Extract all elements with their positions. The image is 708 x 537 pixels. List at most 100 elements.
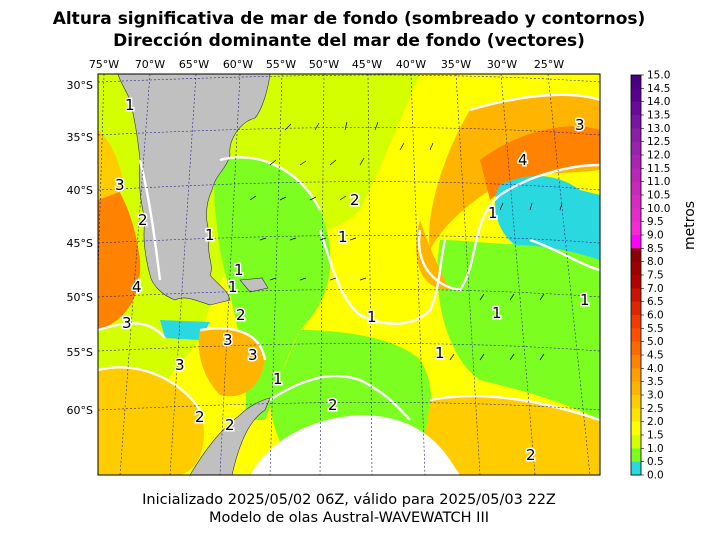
contour-label: 1 — [367, 308, 377, 326]
colorbar-segment — [631, 448, 641, 463]
colorbar-segment — [631, 328, 641, 343]
colorbar-segment — [631, 195, 641, 209]
colorbar-segment — [631, 128, 641, 143]
contour-labels: 1 1 2 2 3 3 4 4 1 1 2 3 3 1 1 1 1 1 1 1 … — [114, 95, 592, 466]
contour-label: 2 — [236, 306, 246, 324]
contour-label: 4 — [132, 278, 142, 296]
contour-label: 1 — [125, 96, 135, 114]
colorbar-tick-labels: 15.014.514.0 13.513.012.5 12.011.511.0 10.5… — [641, 70, 670, 482]
map-plot-area: 1 1 2 2 3 3 4 4 1 1 2 3 3 1 1 1 1 1 1 1 … — [98, 74, 600, 475]
lat-label: 50°S — [67, 291, 93, 304]
map-title-line2: Dirección dominante del mar de fondo (ve… — [113, 31, 585, 51]
colorbar-tick-label: 0.0 — [647, 470, 664, 482]
contour-label: 2 — [195, 408, 205, 426]
lon-label: 25°W — [534, 58, 564, 71]
colorbar-segment — [631, 355, 641, 369]
swell-region-southeast — [420, 396, 600, 475]
lat-label: 35°S — [67, 131, 93, 144]
colorbar-segment — [631, 341, 641, 356]
colorbar — [631, 75, 641, 476]
colorbar-tick-label: 4.5 — [647, 350, 664, 362]
swell-region-west-chile — [98, 170, 141, 330]
swell-region-southwest — [98, 367, 204, 475]
swell-region-drake — [198, 328, 265, 397]
lon-label: 55°W — [266, 58, 296, 71]
colorbar-segment — [631, 168, 641, 183]
colorbar-segment — [631, 408, 641, 423]
contour-label: 3 — [122, 314, 132, 332]
colorbar-tick-label: 0.5 — [647, 456, 664, 468]
graticule — [98, 74, 600, 475]
colorbar-segment — [631, 421, 641, 436]
contour-label: 2 — [350, 191, 360, 209]
colorbar-tick-label: 8.0 — [647, 256, 664, 268]
colorbar-tick-label: 9.0 — [647, 230, 664, 242]
colorbar-tick-label: 1.0 — [647, 443, 664, 455]
colorbar-segment — [631, 155, 641, 169]
swell-region-3m-west — [416, 220, 450, 290]
colorbar-segment — [631, 75, 641, 89]
colorbar-segment — [631, 288, 641, 303]
colorbar-tick-label: 14.0 — [647, 96, 670, 108]
lon-label: 35°W — [441, 58, 471, 71]
footer-model-name: Modelo de olas Austral-WAVEWATCH III — [209, 510, 489, 526]
colorbar-segment — [631, 301, 641, 316]
swell-region-east-green — [437, 240, 600, 420]
contour-label: 1 — [488, 204, 498, 222]
colorbar-segment — [631, 235, 641, 249]
longitude-labels: 75°W 70°W 65°W 60°W 55°W 50°W 45°W 40°W … — [89, 58, 564, 71]
colorbar-tick-label: 7.0 — [647, 283, 664, 295]
contour-label: 1 — [205, 226, 215, 244]
colorbar-segment — [631, 248, 641, 263]
colorbar-units-label: metros — [682, 200, 698, 250]
contour-lines — [98, 93, 600, 422]
colorbar-tick-label: 6.5 — [647, 296, 664, 308]
colorbar-segment — [631, 275, 641, 289]
contour-label: 3 — [115, 176, 125, 194]
colorbar-tick-label: 15.0 — [647, 70, 670, 82]
lon-label: 30°W — [487, 58, 517, 71]
lon-label: 65°W — [179, 58, 209, 71]
lon-label: 75°W — [89, 58, 119, 71]
lat-label: 60°S — [67, 404, 93, 417]
colorbar-tick-label: 7.5 — [647, 270, 664, 282]
colorbar-tick-label: 11.0 — [647, 176, 670, 188]
colorbar-segment — [631, 435, 641, 449]
colorbar-tick-label: 3.0 — [647, 390, 664, 402]
sea-ice-area — [250, 415, 460, 475]
colorbar-tick-label: 10.0 — [647, 203, 670, 215]
contour-label: 1 — [580, 291, 590, 309]
contour-label: 3 — [248, 346, 258, 364]
lat-label: 40°S — [67, 184, 93, 197]
lat-label: 55°S — [67, 346, 93, 359]
contour-label: 3 — [175, 356, 185, 374]
colorbar-segment — [631, 88, 641, 103]
contour-label: 1 — [492, 304, 502, 322]
contour-label: 1 — [273, 370, 283, 388]
colorbar-tick-label: 9.5 — [647, 216, 664, 228]
lon-label: 40°W — [396, 58, 426, 71]
contour-label: 2 — [328, 396, 338, 414]
contour-label: 1 — [435, 344, 445, 362]
swell-region-0-0.5m-south — [160, 320, 210, 340]
latitude-labels: 30°S 35°S 40°S 45°S 50°S 55°S 60°S — [67, 79, 93, 417]
footer-init-valid-time: Inicializado 2025/05/02 06Z, válido para… — [142, 492, 556, 508]
lon-label: 70°W — [135, 58, 165, 71]
contour-label: 3 — [575, 116, 585, 134]
lat-label: 45°S — [67, 237, 93, 250]
colorbar-tick-label: 12.5 — [647, 136, 670, 148]
colorbar-tick-label: 5.0 — [647, 336, 664, 348]
map-frame — [97, 73, 601, 476]
lon-label: 50°W — [309, 58, 339, 71]
colorbar-tick-label: 6.0 — [647, 310, 664, 322]
lat-label: 30°S — [67, 79, 93, 92]
antarctic-peninsula — [189, 397, 271, 475]
colorbar-tick-label: 4.0 — [647, 363, 664, 375]
colorbar-tick-label: 12.0 — [647, 150, 670, 162]
colorbar-segment — [631, 141, 641, 156]
colorbar-segment — [631, 208, 641, 223]
colorbar-segment — [631, 395, 641, 409]
contour-label: 2 — [225, 416, 235, 434]
lon-label: 60°W — [223, 58, 253, 71]
